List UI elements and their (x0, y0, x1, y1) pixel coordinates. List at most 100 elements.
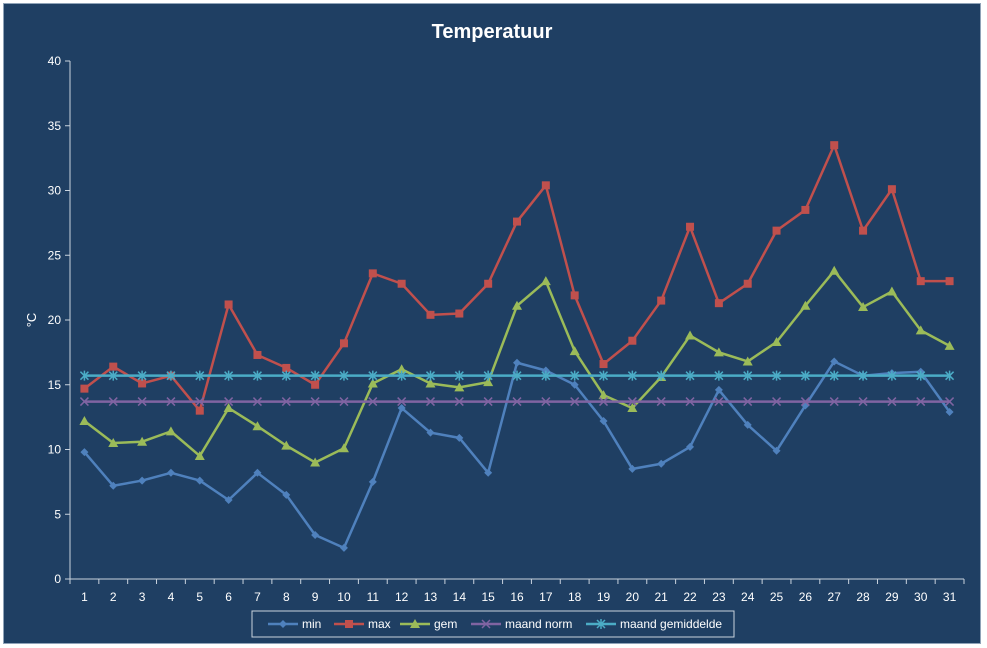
legend-entry-min: min (268, 617, 321, 631)
legend-label: gem (434, 617, 457, 631)
y-tick-label: 40 (48, 54, 62, 68)
data-point-max (657, 296, 666, 305)
data-point-gem (512, 300, 522, 310)
data-point-min (455, 433, 464, 442)
data-point-maand-norm (79, 397, 89, 407)
legend-label: maand norm (505, 617, 572, 631)
x-tick-label: 28 (856, 590, 870, 604)
data-point-min (80, 448, 89, 457)
series-line-min (83, 360, 951, 550)
data-point-maand-norm (743, 397, 753, 407)
x-tick-label: 19 (597, 590, 611, 604)
x-tick-label: 20 (626, 590, 640, 604)
data-point-maand-norm (656, 397, 666, 407)
data-point-min (109, 481, 118, 490)
y-tick-label: 0 (54, 572, 61, 586)
x-tick-label: 14 (453, 590, 467, 604)
data-point-max (916, 277, 925, 286)
data-point-max (253, 350, 262, 359)
legend-swatch-marker (481, 619, 491, 629)
x-tick-label: 16 (510, 590, 524, 604)
legend-label: maand gemiddelde (620, 617, 722, 631)
data-point-min (830, 357, 839, 366)
data-point-maand-norm (425, 397, 436, 407)
data-point-maand-gemiddelde (945, 370, 955, 381)
data-point-gem (540, 276, 551, 286)
legend-entry-maand-gemiddelde: maand gemiddelde (586, 617, 722, 631)
x-tick-label: 6 (225, 590, 232, 604)
data-point-maand-gemiddelde (512, 370, 522, 381)
data-point-max (859, 226, 868, 235)
data-point-min (426, 428, 435, 437)
data-point-min (368, 477, 377, 486)
legend-swatch-marker (410, 619, 420, 628)
legend-label: min (302, 617, 321, 631)
x-tick-label: 9 (312, 590, 319, 604)
data-point-min (397, 404, 406, 413)
data-point-maand-gemiddelde (627, 370, 637, 381)
data-point-max (484, 279, 493, 288)
series-layer (79, 141, 955, 552)
data-point-maand-gemiddelde (570, 370, 580, 381)
data-point-maand-norm (800, 397, 810, 407)
data-point-maand-norm (829, 397, 839, 407)
data-point-max (339, 339, 348, 348)
data-point-max (224, 300, 233, 309)
data-point-maand-gemiddelde (598, 370, 609, 381)
data-point-maand-gemiddelde (224, 370, 234, 381)
data-point-maand-gemiddelde (108, 370, 118, 381)
data-point-max (426, 310, 435, 319)
data-point-gem (396, 364, 407, 374)
data-point-max (195, 406, 204, 415)
data-point-gem (108, 438, 119, 448)
y-tick-label: 20 (48, 313, 62, 327)
data-point-maand-norm (310, 397, 320, 407)
y-tick-label: 5 (54, 507, 61, 521)
data-point-gem (713, 347, 724, 357)
data-point-maand-norm (368, 397, 378, 407)
data-point-gem (310, 457, 321, 467)
data-point-maand-gemiddelde (858, 370, 868, 381)
data-point-gem (194, 450, 205, 460)
data-point-maand-norm (945, 397, 955, 407)
chart-frame (3, 3, 981, 644)
data-point-max (945, 277, 954, 286)
data-point-max (455, 309, 464, 318)
series-maand-norm (79, 397, 955, 407)
data-point-max (109, 362, 118, 371)
data-point-maand-norm (195, 397, 205, 407)
legend-swatch-marker (345, 620, 353, 628)
data-point-max (513, 217, 521, 226)
data-point-min (311, 530, 320, 539)
data-point-max (830, 141, 839, 150)
x-tick-label: 21 (655, 590, 669, 604)
data-point-max (887, 185, 896, 194)
data-point-maand-gemiddelde (137, 370, 147, 381)
legend-entry-maand-norm: maand norm (471, 617, 572, 631)
data-point-max (743, 279, 752, 288)
legend-entry-max: max (334, 617, 391, 631)
data-point-max (541, 181, 550, 190)
x-tick-label: 25 (770, 590, 784, 604)
data-point-gem (454, 382, 465, 392)
data-point-gem (338, 443, 349, 453)
data-point-min (743, 420, 752, 429)
y-axis-label: °C (24, 313, 39, 328)
data-point-gem (79, 416, 90, 426)
x-tick-label: 8 (283, 590, 290, 604)
data-point-gem (165, 426, 176, 436)
data-point-maand-norm (887, 397, 897, 407)
x-tick-label: 3 (139, 590, 146, 604)
data-point-gem (886, 286, 897, 296)
data-point-max (397, 279, 406, 288)
data-point-maand-norm (483, 397, 493, 407)
data-point-maand-norm (224, 397, 234, 407)
x-tick-label: 18 (568, 590, 582, 604)
data-point-min (195, 476, 204, 485)
data-point-max (686, 222, 695, 231)
data-point-max (772, 226, 781, 235)
x-tick-label: 4 (168, 590, 175, 604)
data-point-maand-norm (454, 397, 464, 407)
data-point-maand-gemiddelde (166, 370, 176, 381)
series-max (80, 141, 954, 415)
